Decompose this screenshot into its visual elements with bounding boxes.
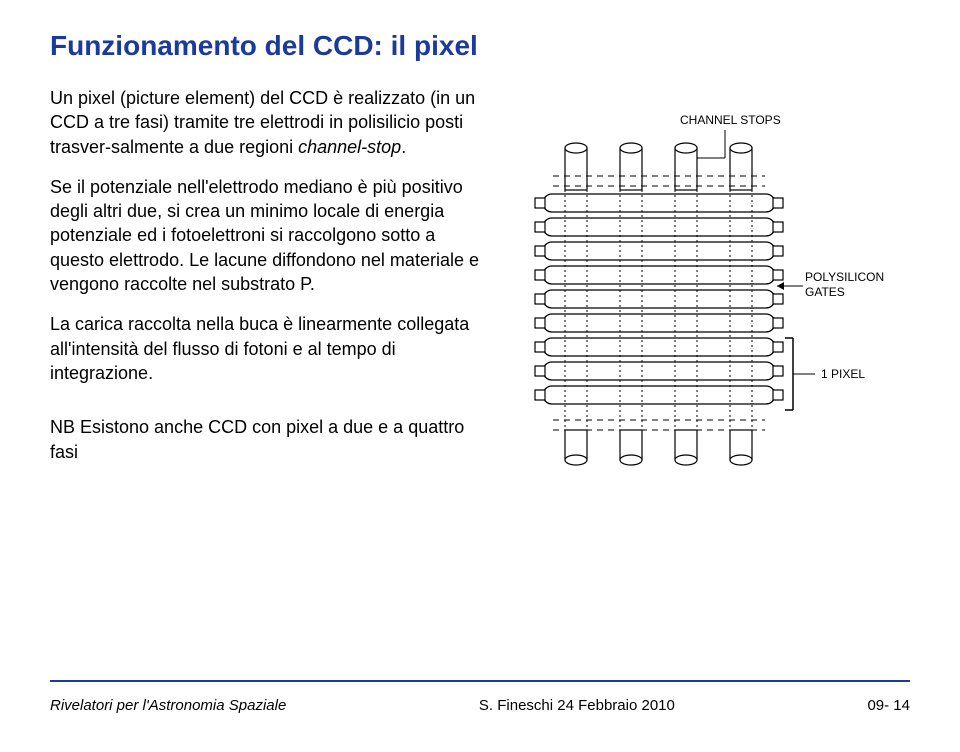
paragraph-2: Se il potenziale nell'elettrodo mediano … xyxy=(50,175,490,296)
channel-stop-bottoms xyxy=(565,430,752,465)
content-row: Un pixel (picture element) del CCD è rea… xyxy=(50,86,910,480)
gate-row xyxy=(543,242,775,260)
text-column: Un pixel (picture element) del CCD è rea… xyxy=(50,86,490,480)
gate-rows xyxy=(535,194,783,404)
label-polysilicon: POLYSILICON xyxy=(805,270,884,284)
gate-row xyxy=(543,314,775,332)
p1-text-a: Un pixel (picture element) del CCD è rea… xyxy=(50,88,475,157)
paragraph-1: Un pixel (picture element) del CCD è rea… xyxy=(50,86,490,159)
diagram-column: CHANNEL STOPS xyxy=(520,86,910,480)
footer-left: Rivelatori per l'Astronomia Spaziale xyxy=(50,697,286,714)
gate-row xyxy=(543,266,775,284)
footer-right: 09- 14 xyxy=(867,697,910,714)
footer: Rivelatori per l'Astronomia Spaziale S. … xyxy=(50,697,910,714)
label-one-pixel: 1 PIXEL xyxy=(821,367,865,381)
gate-row xyxy=(543,386,775,404)
ccd-pixel-diagram: CHANNEL STOPS xyxy=(525,106,905,476)
gate-row xyxy=(543,362,775,380)
gate-row xyxy=(543,290,775,308)
channel-stop-tops xyxy=(565,143,752,190)
gate-row xyxy=(543,194,775,212)
paragraph-3: La carica raccolta nella buca è linearme… xyxy=(50,312,490,385)
p1-text-b: . xyxy=(401,137,406,157)
footer-mid: S. Fineschi 24 Febbraio 2010 xyxy=(479,697,675,714)
paragraph-4: NB Esistono anche CCD con pixel a due e … xyxy=(50,415,490,464)
page-title: Funzionamento del CCD: il pixel xyxy=(50,30,910,62)
label-channel-stops: CHANNEL STOPS xyxy=(680,113,781,127)
footer-rule xyxy=(50,680,910,682)
gate-row xyxy=(543,218,775,236)
label-gates: GATES xyxy=(805,285,845,299)
p1-italic: channel-stop xyxy=(298,137,401,157)
gate-row xyxy=(543,338,775,356)
